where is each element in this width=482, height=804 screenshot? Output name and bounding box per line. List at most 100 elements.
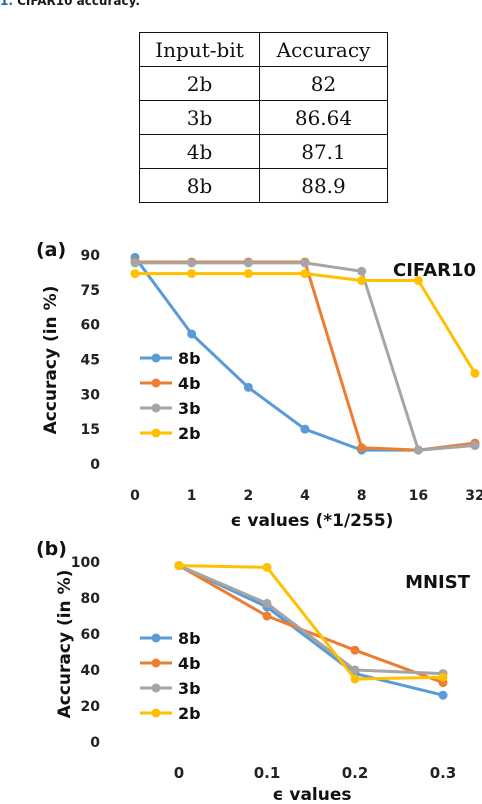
x-tick-label: 32	[465, 488, 482, 504]
data-point-3b	[130, 258, 140, 268]
panel-label: (a)	[36, 239, 66, 261]
x-tick-label: 8	[357, 488, 367, 504]
y-tick-label: 100	[71, 555, 100, 571]
y-tick-label: 30	[81, 387, 101, 403]
table-row: 4b 87.1	[139, 134, 388, 169]
data-point-2b	[262, 562, 272, 572]
y-tick-label: 15	[81, 422, 100, 438]
data-point-2b	[174, 561, 184, 571]
y-tick-label: 80	[81, 591, 101, 607]
chart-title: MNIST	[405, 572, 471, 593]
x-axis-label: ϵ values	[272, 785, 351, 804]
legend-marker-2b	[151, 428, 161, 438]
cifar10-chart: (a) 0 15 30 45 60 75 90 0 1 2 4 8 16 32 ϵ values (*1/25…	[36, 239, 482, 530]
legend-label: 8b	[178, 629, 201, 648]
x-tick-label: 0.2	[342, 764, 369, 782]
table-cell: 2b	[139, 66, 260, 101]
data-point-3b	[413, 445, 423, 455]
legend-label: 2b	[178, 424, 201, 443]
data-point-2b	[350, 674, 360, 684]
legend-marker-4b	[151, 658, 161, 668]
caption-number: 1.	[0, 0, 13, 8]
legend-label: 8b	[178, 349, 201, 368]
data-point-8b	[243, 382, 253, 392]
column-header: Accuracy	[259, 32, 388, 67]
data-point-3b	[262, 598, 272, 608]
data-point-2b	[187, 269, 197, 279]
table-cell: 88.9	[259, 168, 388, 203]
accuracy-table: Input-bit Accuracy 2b 82 3b 86.64 4b 87.…	[139, 32, 388, 203]
table-row: 8b 88.9	[139, 168, 388, 203]
data-point-3b	[357, 266, 367, 276]
y-tick-label: 60	[81, 627, 101, 643]
legend-marker-3b	[151, 403, 161, 413]
data-point-8b	[187, 329, 197, 339]
x-tick-label: 0	[130, 488, 140, 504]
mnist-chart: (b) 0 20 40 60 80 100 0 0.1 0.2 0.3 ϵ values Accurac…	[36, 538, 471, 804]
data-point-8b	[438, 690, 448, 700]
y-tick-label: 0	[90, 735, 100, 751]
data-point-3b	[243, 258, 253, 268]
data-point-3b	[187, 258, 197, 268]
legend-marker-3b	[151, 683, 161, 693]
y-tick-label: 90	[81, 248, 101, 264]
table-cell: 86.64	[259, 100, 388, 135]
legend-marker-8b	[151, 353, 161, 363]
table-cell: 4b	[139, 134, 260, 169]
y-tick-label: 45	[81, 353, 100, 369]
figure-caption: 1. CIFAR10 accuracy.	[0, 0, 140, 8]
table-row: 2b 82	[139, 66, 388, 101]
x-tick-label: 1	[187, 488, 197, 504]
column-header: Input-bit	[139, 32, 260, 67]
x-tick-label: 0	[174, 764, 184, 782]
data-point-2b	[243, 269, 253, 279]
legend-label: 3b	[178, 679, 201, 698]
data-point-4b	[350, 645, 360, 655]
data-point-2b	[413, 276, 423, 286]
data-point-3b	[350, 665, 360, 675]
data-point-4b	[357, 443, 367, 453]
series-line-3b	[178, 564, 444, 676]
y-axis-label: Accuracy (in %)	[41, 286, 61, 435]
data-point-4b	[262, 611, 272, 621]
legend-label: 4b	[178, 374, 201, 393]
legend-marker-8b	[151, 633, 161, 643]
y-tick-label: 60	[81, 318, 101, 334]
y-tick-label: 0	[90, 457, 100, 473]
caption-text: CIFAR10 accuracy.	[17, 0, 140, 8]
legend-label: 3b	[178, 399, 201, 418]
table-row: 3b 86.64	[139, 100, 388, 135]
y-tick-label: 20	[81, 699, 101, 715]
chart-title: CIFAR10	[393, 260, 476, 281]
x-tick-label: 0.1	[254, 764, 281, 782]
table-header-row: Input-bit Accuracy	[139, 32, 388, 67]
series-line-4b	[178, 564, 444, 685]
y-tick-label: 40	[81, 663, 101, 679]
legend-label: 4b	[178, 654, 201, 673]
x-tick-label: 0.3	[430, 764, 457, 782]
series-line-2b	[178, 564, 444, 681]
data-point-2b	[130, 269, 140, 279]
y-axis-label: Accuracy (in %)	[55, 570, 75, 719]
data-point-3b	[470, 440, 480, 450]
legend-marker-2b	[151, 708, 161, 718]
x-axis-label: ϵ values (*1/255)	[231, 511, 394, 530]
y-tick-label: 75	[81, 283, 100, 299]
panel-label: (b)	[36, 538, 67, 560]
table-cell: 8b	[139, 168, 260, 203]
table-cell: 82	[259, 66, 388, 101]
data-point-2b	[470, 368, 480, 378]
series-line-8b	[178, 564, 444, 697]
x-tick-label: 2	[243, 488, 253, 504]
legend-marker-4b	[151, 378, 161, 388]
data-point-2b	[438, 672, 448, 682]
table-cell: 87.1	[259, 134, 388, 169]
legend-label: 2b	[178, 704, 201, 723]
x-tick-label: 16	[409, 488, 428, 504]
data-point-3b	[300, 258, 310, 268]
data-point-2b	[357, 276, 367, 286]
data-point-8b	[300, 424, 310, 434]
table-cell: 3b	[139, 100, 260, 135]
x-tick-label: 4	[300, 488, 310, 504]
data-point-2b	[300, 269, 310, 279]
